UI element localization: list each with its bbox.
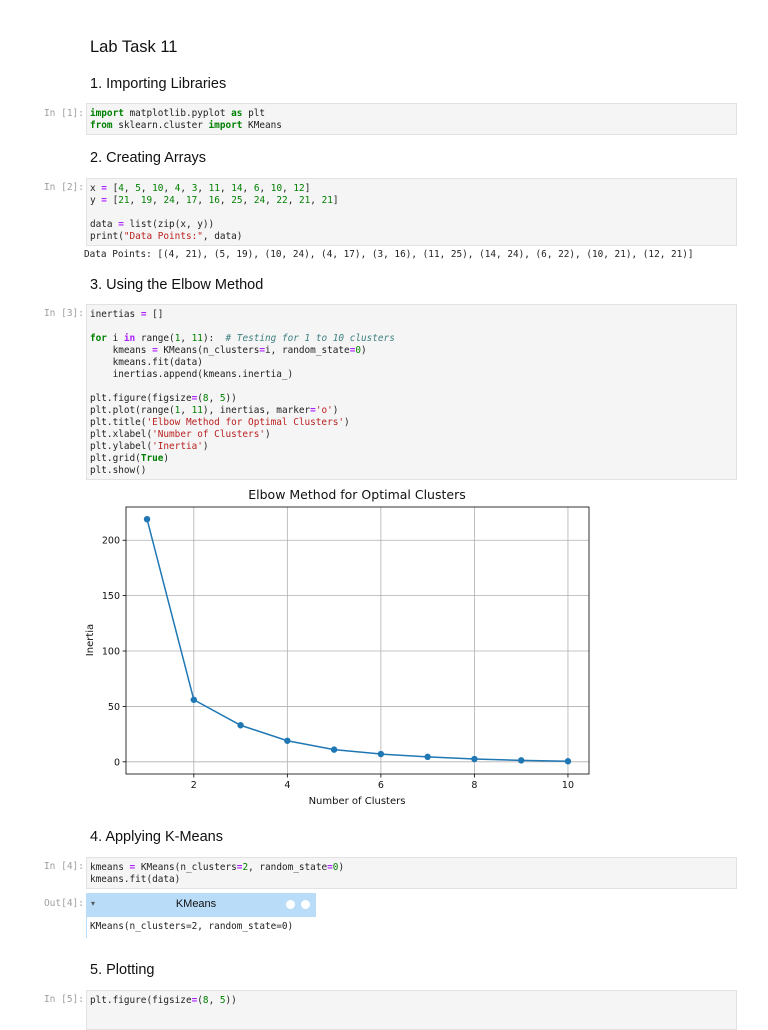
kmeans-repr-text: KMeans(n_clusters=2, random_state=0): [90, 921, 294, 932]
y-tick-label: 50: [108, 702, 120, 713]
chart-title: Elbow Method for Optimal Clusters: [248, 487, 465, 502]
code-cell-2-source[interactable]: x = [4, 5, 10, 4, 3, 11, 14, 6, 10, 12] …: [90, 183, 339, 242]
y-tick-label: 150: [102, 591, 120, 602]
section-heading-1: 1. Importing Libraries: [90, 76, 227, 92]
cell-prompt-in4: In [4]:: [43, 861, 84, 872]
code-cell-1[interactable]: import matplotlib.pyplot as plt from skl…: [86, 103, 737, 135]
chevron-down-icon[interactable]: ▾: [91, 899, 96, 908]
chart-series: [143, 515, 572, 765]
code-cell-5-source[interactable]: plt.figure(figsize=(8, 5)): [90, 995, 237, 1006]
kmeans-estimator-repr: KMeans(n_clusters=2, random_state=0): [86, 917, 316, 938]
y-tick-label: 0: [114, 757, 120, 768]
code-cell-2[interactable]: x = [4, 5, 10, 4, 3, 11, 14, 6, 10, 12] …: [86, 178, 737, 246]
data-point: [284, 737, 291, 744]
code-cell-3[interactable]: inertias = [] for i in range(1, 11): # T…: [86, 304, 737, 480]
section-heading-3: 3. Using the Elbow Method: [90, 277, 264, 293]
cell-prompt-in5: In [5]:: [43, 994, 84, 1005]
notebook-title: Lab Task 11: [90, 38, 178, 56]
plot-frame: [125, 506, 590, 775]
cell-prompt-in2: In [2]:: [43, 182, 84, 193]
elbow-chart: Elbow Method for Optimal Clusters 2 4 6 8 10…: [85, 487, 590, 807]
section-heading-4: 4. Applying K-Means: [90, 829, 223, 845]
x-tick-label: 8: [471, 780, 477, 791]
cell-prompt-in1: In [1]:: [43, 108, 84, 119]
y-tick-label: 200: [102, 536, 120, 547]
code-cell-3-source[interactable]: inertias = [] for i in range(1, 11): # T…: [90, 309, 395, 476]
x-tick-label: 10: [562, 780, 574, 791]
data-point: [424, 753, 431, 761]
section-heading-2: 2. Creating Arrays: [90, 150, 207, 166]
code-cell-1-source[interactable]: import matplotlib.pyplot as plt from skl…: [90, 108, 282, 131]
data-point: [471, 755, 478, 763]
y-axis-label: Inertia: [85, 624, 96, 656]
kmeans-estimator-header[interactable]: ▾ KMeans: [86, 893, 316, 917]
x-tick-label: 4: [284, 780, 290, 791]
data-point: [330, 746, 338, 753]
code-cell-4-source[interactable]: kmeans = KMeans(n_clusters=2, random_sta…: [90, 862, 345, 885]
cell-prompt-out4: Out[4]:: [43, 898, 84, 909]
x-tick-label: 6: [378, 780, 384, 791]
data-point: [143, 515, 151, 523]
data-point: [377, 750, 385, 758]
series-line: [146, 518, 568, 763]
chart-grid: [126, 507, 589, 774]
data-point: [190, 696, 198, 703]
code-cell-5[interactable]: plt.figure(figsize=(8, 5)): [86, 990, 737, 1030]
section-heading-5: 5. Plotting: [90, 962, 155, 978]
data-point: [237, 722, 244, 729]
y-tick-label: 100: [102, 647, 120, 658]
x-axis-label: Number of Clusters: [309, 796, 406, 807]
kmeans-estimator-title: KMeans: [175, 898, 217, 910]
fitted-status-dot-icon: [301, 900, 310, 909]
x-tick-label: 2: [191, 780, 197, 791]
data-point: [517, 757, 525, 764]
code-cell-4[interactable]: kmeans = KMeans(n_clusters=2, random_sta…: [86, 857, 737, 889]
cell-prompt-in3: In [3]:: [43, 308, 84, 319]
cell-2-output: Data Points: [(4, 21), (5, 19), (10, 24)…: [84, 249, 694, 260]
data-point: [564, 758, 572, 765]
documentation-dot-icon: [286, 900, 295, 909]
